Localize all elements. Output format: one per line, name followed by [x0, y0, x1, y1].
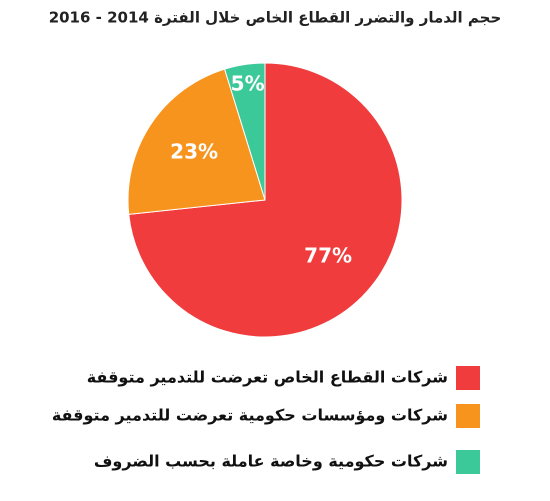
legend-label: شركات ومؤسسات حكومية تعرضت للتدمير متوقف…: [52, 406, 448, 425]
pie-slice: [223, 62, 266, 201]
legend-swatch: [456, 366, 480, 390]
legend-label: شركات حكومية وخاصة عاملة بحسب الضروف: [94, 452, 448, 471]
legend-swatch: [456, 450, 480, 474]
pie-slice: [127, 68, 266, 215]
chart-title: حجم الدمار والتضرر القطاع الخاص خلال الف…: [49, 9, 502, 27]
legend-swatch: [456, 404, 480, 428]
data-label: 77%: [304, 243, 352, 267]
data-label: 5%: [231, 71, 265, 95]
legend-label: شركات القطاع الخاص تعرضت للتدمير متوقفة: [87, 368, 448, 387]
data-label: 23%: [170, 140, 218, 164]
